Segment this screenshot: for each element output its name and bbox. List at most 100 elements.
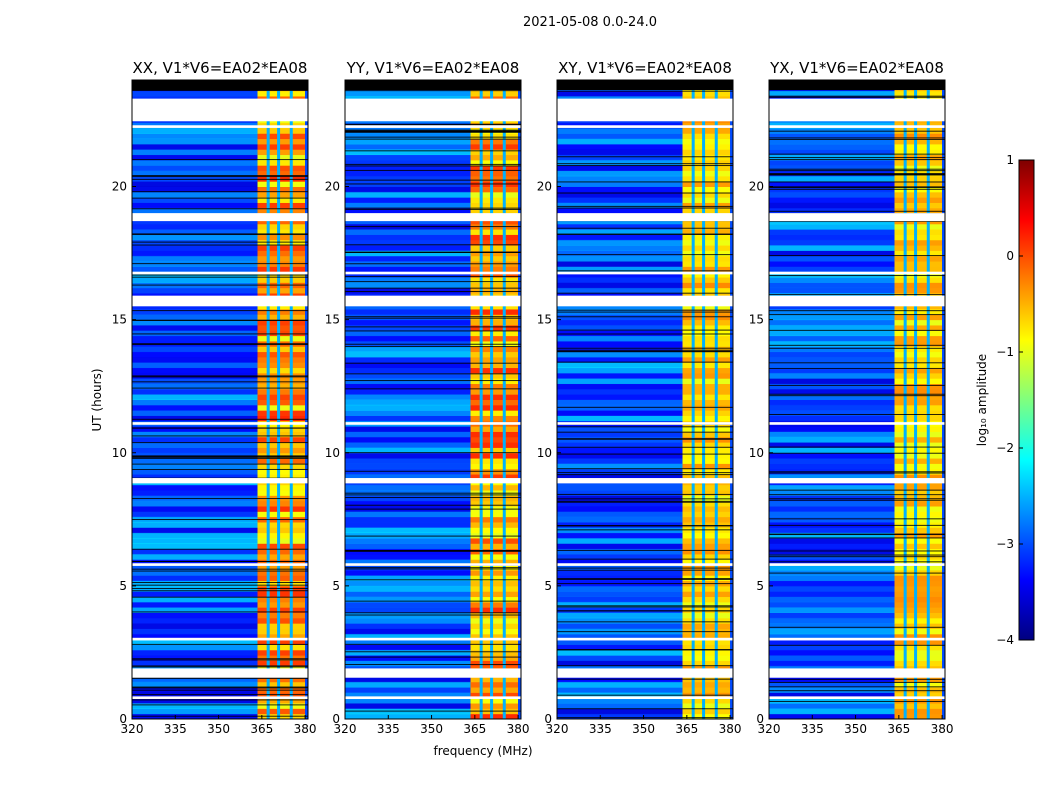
heatmap-row [132, 399, 258, 406]
rfi-band-cell [257, 277, 306, 283]
scan-divider [345, 244, 521, 246]
heatmap-row [557, 516, 683, 523]
rfi-band-cell [894, 372, 943, 379]
scan-divider [345, 508, 521, 510]
rfi-band-cell [470, 367, 519, 374]
flagged-gap [345, 563, 521, 566]
rfi-band-cell [257, 564, 306, 571]
rfi-band-cell [894, 633, 943, 640]
scan-divider [132, 715, 308, 717]
rfi-band-cell [257, 623, 306, 629]
heatmap-row [345, 458, 471, 464]
heatmap-row [132, 165, 258, 172]
rfi-band-cell [682, 548, 731, 555]
scan-divider [132, 570, 308, 572]
scan-divider [345, 124, 521, 126]
heatmap-row [132, 521, 258, 528]
rfi-band-cell [894, 506, 943, 512]
heatmap-row [132, 266, 258, 273]
heatmap-row [132, 324, 258, 331]
heatmap-row [345, 138, 471, 145]
heatmap-row [557, 687, 683, 693]
rfi-band-cell [257, 575, 306, 582]
rfi-band-cell [470, 404, 519, 411]
heatmap-row [345, 282, 471, 289]
scan-divider [132, 643, 308, 645]
heatmap-row [769, 463, 895, 470]
heatmap-row [769, 564, 895, 571]
heatmap-row [345, 639, 471, 645]
rfi-band-cell [257, 165, 306, 172]
rfi-band-cell [894, 607, 943, 613]
heatmap-row [557, 319, 683, 326]
scan-divider [345, 150, 521, 152]
flagged-gap [132, 295, 308, 307]
rfi-band-cell [682, 133, 731, 140]
heatmap-row [769, 490, 895, 496]
heatmap-row [557, 271, 683, 278]
rfi-band-cell [470, 687, 519, 693]
rfi-band-cell [257, 415, 306, 422]
heatmap-row [557, 250, 683, 257]
rfi-band-cell [894, 133, 943, 140]
heatmap-row [345, 399, 471, 406]
colorbar-tick-label: −3 [996, 537, 1014, 551]
heatmap-row [769, 452, 895, 459]
heatmap-row [769, 239, 895, 246]
scan-divider [557, 606, 733, 608]
scan-divider [557, 181, 733, 183]
heatmap-row [345, 687, 471, 693]
scan-divider [132, 665, 308, 667]
rfi-band-cell [470, 655, 519, 661]
rfi-band-cell [257, 644, 306, 651]
rfi-band-cell [470, 154, 519, 161]
heatmap-row [769, 229, 895, 235]
scan-divider [345, 664, 521, 666]
rfi-band-cell [682, 649, 731, 656]
scan-divider [132, 560, 308, 562]
scan-divider [557, 205, 733, 207]
rfi-band-cell [894, 346, 943, 353]
rfi-band-cell [894, 399, 943, 406]
flagged-gap [557, 637, 733, 641]
heatmap-row [769, 543, 895, 550]
rfi-band-cell [257, 447, 306, 454]
heatmap-row [769, 431, 895, 438]
rfi-band-cell [470, 537, 519, 544]
heatmap-row [345, 447, 471, 454]
heatmap-row [132, 314, 258, 321]
rfi-band-cell [257, 324, 306, 331]
rfi-band-cell [894, 388, 943, 395]
rfi-band-cell [257, 617, 306, 624]
scan-divider [132, 310, 308, 312]
heatmap-row [769, 394, 895, 400]
scan-divider [132, 468, 308, 470]
rfi-band-cell [257, 639, 306, 645]
rfi-band-cell [682, 516, 731, 523]
panels-group: XX, V1*V6=EA02*EA08 320 335 350 365 380 0 5 10 15… [112, 59, 954, 736]
heatmap-edge [305, 80, 308, 719]
flagged-gap [769, 637, 945, 641]
heatmap-row [769, 500, 895, 507]
rfi-band-cell [470, 303, 519, 310]
rfi-band-cell [470, 580, 519, 587]
rfi-band-cell [682, 426, 731, 432]
heatmap-row [557, 559, 683, 566]
rfi-band-cell [894, 692, 943, 699]
flagged-gap [557, 696, 733, 700]
scan-divider [345, 281, 521, 283]
rfi-band-cell [257, 410, 306, 416]
heatmap-row [769, 697, 895, 704]
heatmap-row [132, 388, 258, 395]
scan-divider [132, 581, 308, 583]
rfi-channel-gap [914, 80, 918, 719]
heatmap-row [132, 468, 258, 475]
rfi-band-cell [894, 436, 943, 443]
scan-divider [769, 329, 945, 331]
rfi-band-cell [682, 559, 731, 566]
scan-divider [557, 717, 733, 719]
heatmap-row [769, 319, 895, 326]
heatmap-row [132, 229, 258, 235]
heatmap-row [557, 282, 683, 289]
rfi-channel-gap [266, 80, 270, 719]
